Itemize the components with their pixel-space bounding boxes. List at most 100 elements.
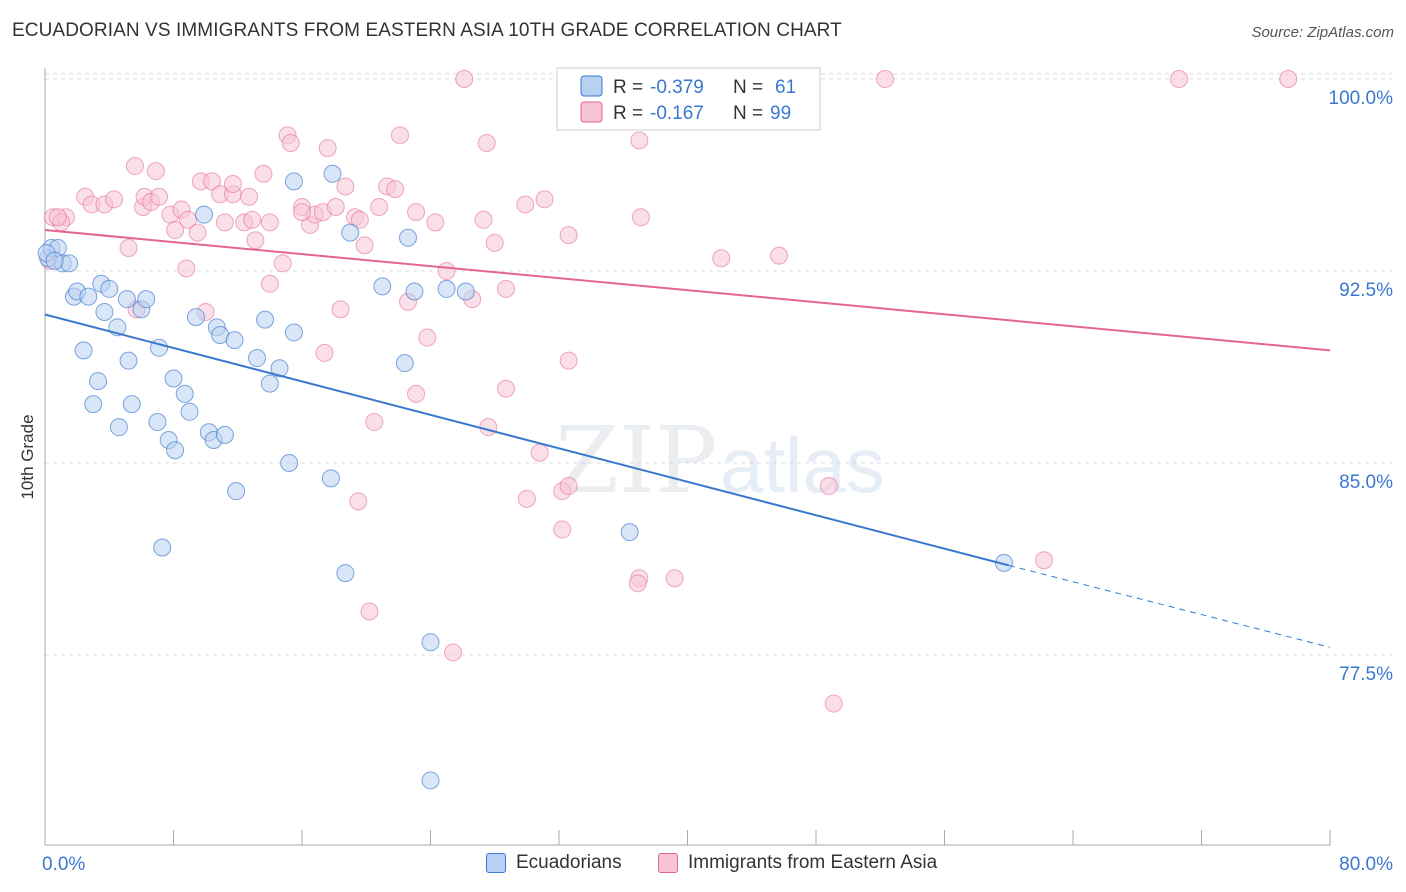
- point-immigrants-eastern-asia: [496, 279, 515, 298]
- point-immigrants-eastern-asia: [712, 249, 731, 268]
- point-immigrants-eastern-asia: [246, 231, 265, 250]
- point-ecuadorians: [399, 228, 418, 247]
- point-immigrants-eastern-asia: [48, 208, 67, 227]
- x-tick-label-min: 0.0%: [42, 854, 85, 875]
- gridlines: [45, 73, 1392, 656]
- point-immigrants-eastern-asia: [631, 208, 650, 227]
- point-ecuadorians: [45, 251, 64, 270]
- trend-line-ecuadorians-extension: [1008, 564, 1331, 648]
- point-ecuadorians: [84, 395, 103, 414]
- legend-item-immigrants[interactable]: Immigrants from Eastern Asia: [658, 852, 937, 874]
- legend-label-ecuadorians: Ecuadorians: [516, 852, 622, 873]
- watermark-zip: ZIP: [555, 407, 717, 514]
- point-immigrants-eastern-asia: [665, 569, 684, 588]
- legend: Ecuadorians Immigrants from Eastern Asia: [0, 848, 1406, 880]
- point-immigrants-eastern-asia: [315, 343, 334, 362]
- point-ecuadorians: [323, 164, 342, 183]
- point-immigrants-eastern-asia: [318, 139, 337, 158]
- point-ecuadorians: [89, 372, 108, 391]
- point-ecuadorians: [225, 331, 244, 350]
- point-immigrants-eastern-asia: [336, 177, 355, 196]
- point-immigrants-eastern-asia: [418, 328, 437, 347]
- point-immigrants-eastern-asia: [485, 233, 504, 252]
- stats-r-label-immigrants: R =: [613, 103, 643, 124]
- point-immigrants-eastern-asia: [407, 203, 426, 222]
- point-ecuadorians: [341, 223, 360, 242]
- point-ecuadorians: [437, 279, 456, 298]
- point-ecuadorians: [284, 323, 303, 342]
- trend-line-immigrants-eastern-asia: [44, 229, 1331, 352]
- point-immigrants-eastern-asia: [496, 379, 515, 398]
- y-tick-labels: 100.0% 92.5% 85.0% 77.5%: [1329, 88, 1394, 685]
- point-immigrants-eastern-asia: [105, 190, 124, 209]
- point-immigrants-eastern-asia: [370, 198, 389, 216]
- x-tick-label-max: 80.0%: [1339, 854, 1393, 875]
- stats-n-value-immigrants: 99: [770, 103, 791, 124]
- point-ecuadorians: [153, 538, 172, 557]
- point-ecuadorians: [280, 454, 299, 472]
- point-ecuadorians: [186, 308, 205, 327]
- point-immigrants-eastern-asia: [125, 157, 144, 176]
- point-immigrants-eastern-asia: [559, 226, 578, 245]
- point-immigrants-eastern-asia: [876, 70, 895, 88]
- point-ecuadorians: [95, 302, 114, 321]
- y-tick-label: 92.5%: [1339, 280, 1393, 301]
- stats-r-value-immigrants: -0.167: [650, 103, 704, 124]
- point-ecuadorians: [284, 172, 303, 191]
- point-immigrants-eastern-asia: [177, 259, 196, 278]
- point-immigrants-eastern-asia: [824, 694, 843, 713]
- point-immigrants-eastern-asia: [1035, 551, 1054, 570]
- point-immigrants-eastern-asia: [390, 126, 409, 145]
- point-immigrants-eastern-asia: [243, 210, 262, 229]
- point-immigrants-eastern-asia: [150, 187, 169, 206]
- point-immigrants-eastern-asia: [559, 351, 578, 370]
- point-immigrants-eastern-asia: [254, 164, 273, 183]
- y-tick-label: 77.5%: [1339, 664, 1393, 685]
- point-immigrants-eastern-asia: [178, 210, 197, 229]
- point-immigrants-eastern-asia: [293, 203, 311, 222]
- point-ecuadorians: [195, 205, 214, 224]
- point-ecuadorians: [421, 633, 440, 652]
- point-ecuadorians: [175, 384, 194, 403]
- point-immigrants-eastern-asia: [360, 602, 379, 621]
- point-ecuadorians: [109, 418, 128, 437]
- trend-line-ecuadorians: [44, 313, 1010, 567]
- point-immigrants-eastern-asia: [331, 300, 350, 319]
- point-immigrants-eastern-asia: [443, 643, 462, 662]
- point-immigrants-eastern-asia: [407, 384, 426, 403]
- point-immigrants-eastern-asia: [630, 131, 649, 150]
- point-ecuadorians: [227, 482, 246, 501]
- point-immigrants-eastern-asia: [365, 413, 384, 432]
- point-ecuadorians: [620, 523, 639, 542]
- y-tick-label: 100.0%: [1329, 88, 1394, 109]
- point-immigrants-eastern-asia: [553, 520, 572, 539]
- stats-n-label-immigrants: N =: [733, 103, 763, 124]
- point-immigrants-eastern-asia: [437, 262, 456, 280]
- point-ecuadorians: [166, 441, 185, 460]
- point-immigrants-eastern-asia: [559, 477, 578, 496]
- point-immigrants-eastern-asia: [188, 223, 207, 242]
- watermark: ZIP atlas: [555, 407, 885, 514]
- legend-swatch-ecuadorians: [486, 853, 506, 873]
- point-immigrants-eastern-asia: [355, 236, 374, 255]
- point-ecuadorians: [79, 287, 98, 306]
- point-ecuadorians: [256, 310, 275, 329]
- stats-swatch-ecuadorians: [580, 75, 603, 97]
- point-ecuadorians: [122, 395, 141, 414]
- point-immigrants-eastern-asia: [146, 162, 165, 181]
- source-credit: Source: ZipAtlas.com: [1251, 24, 1394, 41]
- point-ecuadorians: [74, 341, 93, 360]
- watermark-atlas: atlas: [720, 421, 885, 509]
- legend-item-ecuadorians[interactable]: Ecuadorians: [486, 852, 622, 874]
- point-immigrants-eastern-asia: [474, 210, 493, 229]
- y-axis-label: 10th Grade: [18, 414, 37, 499]
- point-immigrants-eastern-asia: [477, 134, 496, 152]
- stats-r-value-ecuadorians: -0.379: [650, 77, 704, 98]
- chart-title: ECUADORIAN VS IMMIGRANTS FROM EASTERN AS…: [12, 20, 842, 41]
- stats-n-label-ecuadorians: N =: [733, 77, 763, 98]
- point-immigrants-eastern-asia: [517, 489, 536, 508]
- x-ticks: [44, 830, 1331, 845]
- legend-swatch-immigrants: [658, 853, 678, 873]
- stats-legend-box: R = -0.379 N = 61 R = -0.167 N = 99: [556, 67, 821, 131]
